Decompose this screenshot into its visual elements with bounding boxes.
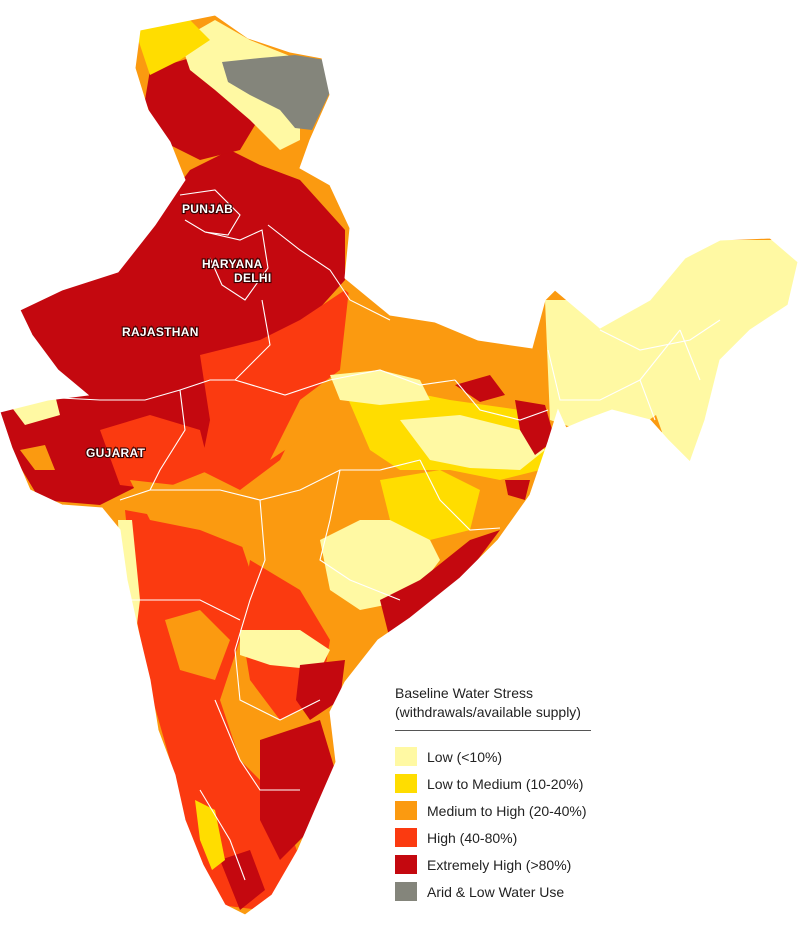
region-northeast-low — [545, 240, 798, 470]
region-east-low — [400, 415, 545, 470]
region-central-high — [200, 290, 380, 490]
region-northwest-extremely-high — [0, 150, 345, 505]
region-east-extremely-high-2 — [515, 400, 555, 455]
region-deccan-high — [125, 510, 300, 910]
legend-swatch — [395, 801, 417, 820]
region-tn-south-extremely-high — [220, 850, 265, 910]
region-east-extremely-high-1 — [455, 375, 505, 402]
legend-swatch — [395, 828, 417, 847]
legend-item: Low (<10%) — [395, 747, 775, 766]
label-delhi: DELHI — [234, 271, 272, 285]
legend: Baseline Water Stress (withdrawals/avail… — [395, 684, 775, 909]
region-arid-low-water-use — [222, 55, 330, 130]
legend-label: Extremely High (>80%) — [427, 856, 572, 873]
india-outline — [0, 14, 799, 916]
region-odisha-low-to-medium — [380, 470, 480, 540]
legend-title: Baseline Water Stress — [395, 685, 533, 701]
legend-item: Medium to High (20-40%) — [395, 801, 775, 820]
label-punjab: PUNJAB — [182, 202, 233, 216]
label-rajasthan: RAJASTHAN — [122, 325, 199, 339]
region-coastal-andhra-extremely-high — [296, 660, 345, 720]
legend-swatch — [395, 747, 417, 766]
label-haryana: HARYANA — [202, 257, 263, 271]
legend-label: High (40-80%) — [427, 829, 518, 846]
legend-label: Medium to High (20-40%) — [427, 802, 587, 819]
legend-label: Low (<10%) — [427, 748, 503, 765]
legend-item: Extremely High (>80%) — [395, 855, 775, 874]
region-saurashtra-medium-high — [20, 445, 55, 470]
region-kerala-low-to-medium — [195, 800, 225, 870]
legend-swatch — [395, 882, 417, 901]
region-east-extremely-high-3 — [505, 480, 530, 500]
legend-subtitle: (withdrawals/available supply) — [395, 704, 581, 720]
legend-swatch — [395, 774, 417, 793]
region-ladakh-low-to-medium — [135, 20, 210, 75]
label-gujarat: GUJARAT — [86, 446, 146, 460]
region-karnataka-medium-high — [165, 610, 230, 680]
legend-swatch — [395, 855, 417, 874]
legend-label: Arid & Low Water Use — [427, 883, 565, 900]
legend-label: Low to Medium (10-20%) — [427, 775, 584, 792]
region-ganges-low — [330, 370, 430, 405]
region-deccan-medium-high — [130, 480, 380, 560]
legend-item: High (40-80%) — [395, 828, 775, 847]
region-east-coast-extremely-high — [380, 530, 500, 640]
region-telangana-low — [240, 630, 330, 670]
legend-item: Low to Medium (10-20%) — [395, 774, 775, 793]
legend-item: Arid & Low Water Use — [395, 882, 775, 901]
legend-divider — [395, 730, 591, 731]
legend-items: Low (<10%) Low to Medium (10-20%) Medium t… — [395, 747, 775, 901]
state-boundaries — [9, 189, 721, 881]
